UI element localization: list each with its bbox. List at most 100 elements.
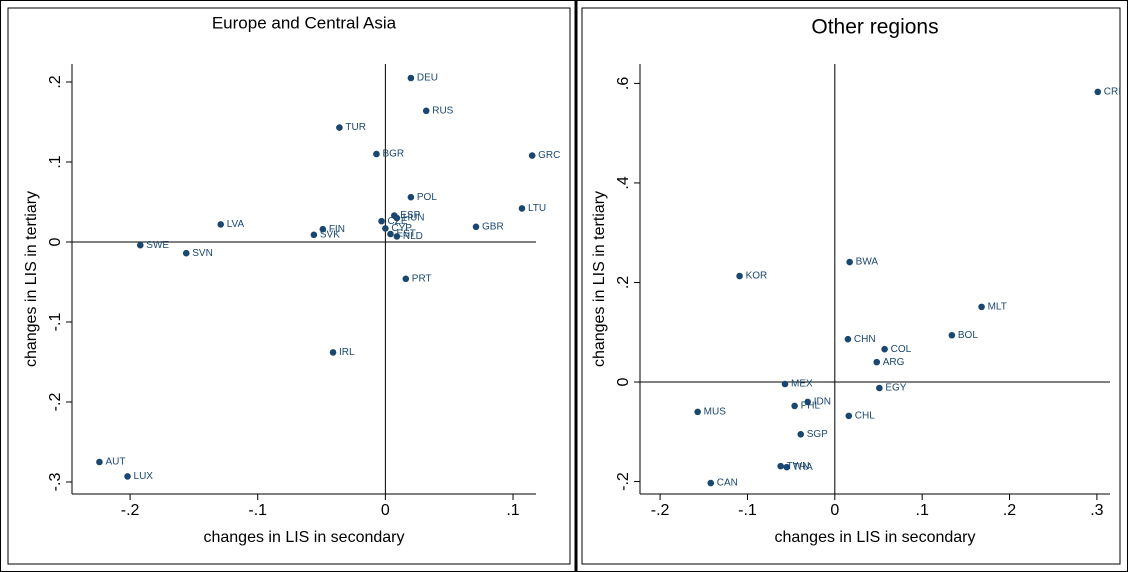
point [182, 249, 190, 257]
point-label: LUX [134, 471, 154, 482]
point-label: BOL [958, 330, 978, 341]
point [797, 430, 805, 438]
point-label: THA [793, 462, 813, 473]
x-tick-label: -.1 [738, 502, 757, 519]
point-label: EST [396, 229, 415, 240]
point-label: SVK [320, 229, 340, 240]
point-label: CYP [391, 223, 412, 234]
point [393, 214, 401, 222]
point [382, 225, 389, 232]
x-axis-title: changes in LIS in secondary [774, 529, 975, 546]
point [873, 358, 881, 366]
point [876, 384, 883, 392]
y-tick-label: -.3 [47, 473, 64, 492]
point-label: EGY [885, 383, 906, 394]
point [707, 479, 715, 487]
point [694, 408, 701, 416]
point-label: AUT [105, 457, 125, 468]
x-tick-label: .2 [1003, 502, 1016, 519]
chart-title: Europe and Central Asia [212, 13, 397, 32]
point-label: TWN [787, 461, 810, 472]
point-label: GRC [538, 150, 560, 161]
y-tick-label: 0 [47, 237, 64, 246]
point [407, 74, 415, 82]
point-label: CHN [854, 334, 876, 345]
point [777, 462, 784, 470]
point-label: MEX [791, 379, 813, 390]
y-tick-label: .2 [615, 276, 632, 289]
point-label: SWE [146, 240, 169, 251]
point [783, 463, 791, 471]
point-label: LTU [528, 203, 546, 214]
x-tick-label: 0 [381, 502, 390, 519]
y-tick-label: .2 [47, 75, 64, 88]
y-tick-label: 0 [615, 377, 632, 386]
point-label: CHL [855, 411, 875, 422]
y-tick-label: -.2 [47, 393, 64, 412]
point-label: BWA [856, 257, 879, 268]
panel [7, 7, 571, 565]
point-label: LVA [227, 219, 245, 230]
point-label: MLT [988, 302, 1007, 313]
point [846, 258, 853, 266]
y-tick-label: .1 [47, 155, 64, 168]
point-label: BGR [382, 149, 404, 160]
point-label: CRI [1104, 87, 1121, 98]
point [96, 458, 103, 466]
point-label: SGP [807, 429, 828, 440]
point [791, 402, 798, 410]
point [422, 107, 430, 115]
point-label: GBR [482, 221, 504, 232]
point [736, 272, 743, 280]
point [407, 193, 415, 201]
x-tick-label: .3 [1090, 502, 1103, 519]
point-label: FIN [329, 224, 345, 235]
point-label: COL [891, 344, 912, 355]
point-label: RUS [432, 105, 453, 116]
point-label: TUR [345, 122, 366, 133]
x-tick-label: .1 [506, 502, 519, 519]
point [124, 473, 131, 480]
point [1094, 88, 1102, 96]
point [518, 205, 526, 212]
point [978, 303, 985, 311]
point-label: IDN [814, 397, 831, 408]
point-label: NLD [403, 231, 423, 242]
point [373, 150, 380, 158]
point [472, 223, 480, 231]
point-label: IRL [339, 347, 355, 358]
point-label: CAN [717, 478, 738, 489]
point [804, 398, 812, 406]
point-label: PHL [801, 401, 821, 412]
y-tick-label: -.2 [615, 472, 632, 491]
point [402, 275, 410, 283]
point [136, 241, 144, 249]
point [336, 124, 343, 131]
point [881, 345, 888, 353]
x-tick-label: .1 [916, 502, 929, 519]
x-axis-title: changes in LIS in secondary [203, 529, 404, 546]
point [310, 231, 318, 239]
y-tick-label: .6 [615, 77, 632, 90]
point [844, 335, 852, 343]
point [217, 221, 225, 228]
point [845, 412, 853, 420]
point-label: KOR [746, 271, 768, 282]
x-tick-label: 0 [830, 502, 839, 519]
x-tick-label: -.1 [248, 502, 267, 519]
point-label: SVN [192, 248, 213, 259]
point-label: POL [417, 192, 437, 203]
point [781, 380, 789, 388]
point [948, 331, 956, 339]
point-label: ESP [400, 210, 420, 221]
chart-title: Other regions [811, 16, 938, 39]
panel [581, 7, 1121, 565]
x-tick-label: -.2 [121, 502, 140, 519]
x-tick-label: -.2 [651, 502, 670, 519]
point [319, 225, 327, 233]
point [378, 217, 385, 225]
point-label: ARG [883, 357, 905, 368]
point-label: CZE [388, 216, 408, 227]
